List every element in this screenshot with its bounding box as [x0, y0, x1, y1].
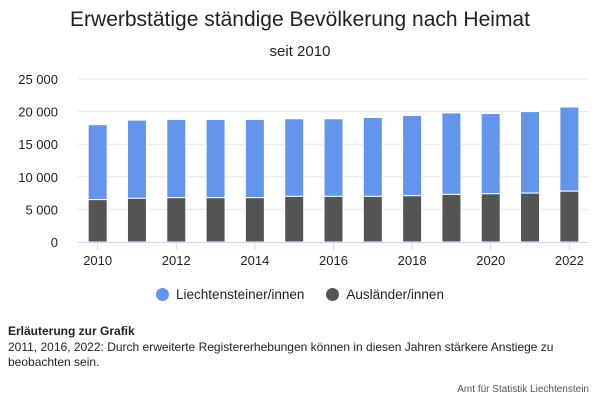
bar-liechtensteiner	[284, 118, 305, 197]
bar-auslaender	[126, 197, 147, 243]
bar-liechtensteiner	[520, 111, 541, 194]
legend-label-auslaender: Ausländer/innen	[346, 287, 444, 302]
x-tick-label: 2022	[555, 253, 584, 268]
y-tick-label: 10 000	[18, 170, 58, 185]
note-text: 2011, 2016, 2022: Durch erweiterte Regis…	[8, 340, 554, 369]
bar-auslaender	[480, 193, 501, 243]
bar-liechtensteiner	[205, 118, 226, 199]
bar-auslaender	[244, 197, 265, 243]
chart-title: Erwerbstätige ständige Bevölkerung nach …	[70, 8, 530, 31]
bar-liechtensteiner	[87, 124, 108, 201]
y-tick-label: 20 000	[18, 105, 58, 120]
bar-liechtensteiner	[126, 119, 147, 199]
bar-auslaender	[166, 197, 187, 243]
bar-liechtensteiner	[323, 118, 344, 197]
bar-liechtensteiner	[166, 118, 187, 199]
bar-liechtensteiner	[559, 106, 580, 192]
bar-auslaender	[520, 192, 541, 243]
x-tick-label: 2018	[398, 253, 427, 268]
bar-auslaender	[559, 190, 580, 243]
bar-auslaender	[284, 195, 305, 243]
legend-item-auslaender[interactable]: Ausländer/innen	[326, 287, 444, 302]
credits[interactable]: Amt für Statistik Liechtenstein	[457, 384, 589, 395]
bar-liechtensteiner	[402, 115, 423, 197]
x-tick-label: 2010	[83, 253, 112, 268]
x-tick-label: 2014	[240, 253, 269, 268]
stacked-bar-chart: 0 5 000 10 000 15 000 20 000 25 000 2010 2012 20…	[18, 72, 589, 268]
x-tick-label: 2016	[319, 253, 348, 268]
bar-liechtensteiner	[441, 112, 462, 195]
bar-auslaender	[441, 193, 462, 243]
y-tick-label: 25 000	[18, 72, 58, 87]
y-tick-label: 15 000	[18, 137, 58, 152]
bar-auslaender	[87, 199, 108, 243]
note-heading: Erläuterung zur Grafik	[8, 324, 135, 338]
x-tick-label: 2020	[476, 253, 505, 268]
bar-liechtensteiner	[244, 118, 265, 199]
bar-liechtensteiner	[362, 116, 383, 197]
bar-auslaender	[323, 195, 344, 243]
x-tick-label: 2012	[162, 253, 191, 268]
y-tick-label: 0	[51, 235, 58, 250]
bar-auslaender	[362, 195, 383, 243]
bar-liechtensteiner	[480, 113, 501, 195]
legend-item-liechtensteiner[interactable]: Liechtensteiner/innen	[156, 287, 304, 302]
bar-auslaender	[402, 195, 423, 243]
bar-auslaender	[205, 197, 226, 243]
legend-marker-liechtensteiner	[156, 288, 170, 301]
legend-marker-auslaender	[326, 288, 340, 301]
legend-label-liechtensteiner: Liechtensteiner/innen	[176, 287, 305, 302]
y-tick-label: 5 000	[25, 202, 58, 217]
legend: Liechtensteiner/innen Ausländer/innen	[0, 287, 600, 302]
chart-subtitle: seit 2010	[269, 43, 331, 60]
